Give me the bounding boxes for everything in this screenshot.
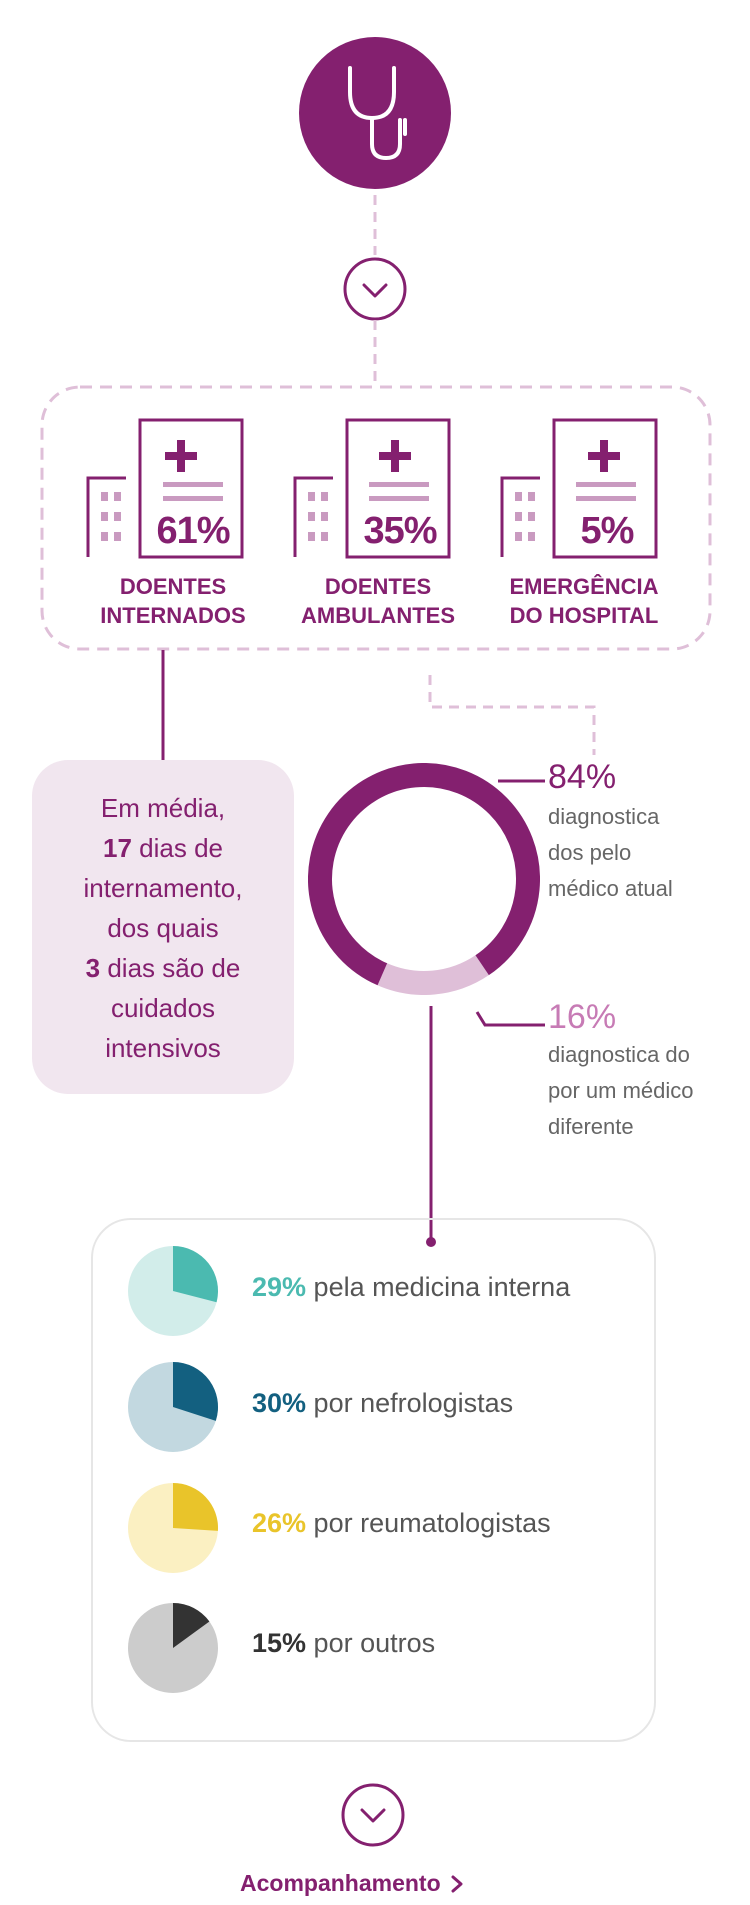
- donut-segment-current-doctor: [308, 763, 540, 986]
- stethoscope-icon: [348, 66, 407, 160]
- hospital-label-line: INTERNADOS: [100, 603, 246, 628]
- specialty-row-others: 15% por outros: [252, 1628, 435, 1659]
- stethoscope-icon-bg: [299, 37, 451, 189]
- stay-line: Em média,: [100, 793, 226, 823]
- donut-segment-other-doctor: [377, 955, 489, 995]
- stay-line-text: dias de: [131, 833, 223, 863]
- hospital-label-line: DO HOSPITAL: [509, 603, 659, 628]
- pie-nephrology: [128, 1362, 219, 1452]
- pie-slice: [173, 1246, 219, 1303]
- diagnosis-desc-line: dos pelo: [548, 840, 632, 865]
- pie-others: [128, 1603, 218, 1693]
- specialty-pct: 30%: [252, 1388, 307, 1418]
- followup-label: Acompanhamento: [240, 1870, 441, 1896]
- followup-link[interactable]: Acompanhamento: [240, 1870, 465, 1897]
- stay-line: 17 dias de: [32, 828, 294, 868]
- specialty-label: por nefrologistas: [306, 1388, 514, 1418]
- hospital-group-box: [40, 385, 712, 651]
- pie-internal-medicine: [128, 1246, 219, 1336]
- hospital-icon: [293, 418, 451, 559]
- specialty-pct: 26%: [252, 1508, 307, 1538]
- specialty-pct: 15%: [252, 1628, 307, 1658]
- diagnosis-desc-line: diagnostica: [548, 804, 660, 829]
- stay-line: internamento,: [83, 873, 243, 903]
- hospital-stay-text: Em média, 17 dias de internamento, dos q…: [32, 788, 294, 1068]
- hospital-label-outpatients: DOENTES AMBULANTES: [278, 572, 478, 630]
- specialty-row-internal-medicine: 29% pela medicina interna: [252, 1272, 570, 1303]
- specialty-label: por outros: [306, 1628, 436, 1658]
- specialty-label: por reumatologistas: [306, 1508, 551, 1538]
- specialty-pct: 29%: [252, 1272, 307, 1302]
- stay-line: cuidados: [110, 993, 216, 1023]
- hospital-icon: [500, 418, 658, 559]
- pie-slice: [173, 1483, 218, 1531]
- specialties-box: [91, 1218, 656, 1742]
- diagnosis-current-pct: 84%: [548, 758, 617, 796]
- stay-line: dos quais: [107, 913, 219, 943]
- stay-days-number: 17: [103, 833, 132, 863]
- hospital-icon: [86, 418, 244, 559]
- pie-slice: [173, 1603, 210, 1648]
- hospital-pct-emergency: 5%: [580, 510, 635, 552]
- specialty-row-rheumatology: 26% por reumatologistas: [252, 1508, 551, 1539]
- pie-rheumatology: [128, 1483, 218, 1573]
- hospital-label-line: EMERGÊNCIA: [509, 574, 659, 599]
- stay-line: 3 dias são de: [32, 948, 294, 988]
- chevron-down-icon: [343, 257, 407, 321]
- hospital-label-line: DOENTES: [324, 574, 432, 599]
- diagnosis-other-pct: 16%: [548, 998, 617, 1036]
- hospital-label-line: AMBULANTES: [301, 603, 455, 628]
- hospital-label-emergency: EMERGÊNCIA DO HOSPITAL: [484, 572, 684, 630]
- diagnosis-other-desc: diagnostica do por um médico diferente: [548, 1037, 738, 1145]
- chevron-right-icon: [451, 1875, 463, 1892]
- diagnosis-desc-line: por um médico: [548, 1078, 694, 1103]
- hospital-pct-inpatients: 61%: [156, 510, 230, 552]
- specialty-row-nephrology: 30% por nefrologistas: [252, 1388, 513, 1419]
- pie-slice: [173, 1362, 219, 1421]
- diagnosis-desc-line: diagnostica do: [548, 1042, 690, 1067]
- chevron-down-icon: [341, 1783, 405, 1847]
- diagnosis-donut-chart: [308, 763, 540, 995]
- stay-line-text: dias são de: [100, 953, 241, 983]
- specialty-label: pela medicina interna: [306, 1272, 571, 1302]
- hospital-label-inpatients: DOENTES INTERNADOS: [73, 572, 273, 630]
- stay-line: intensivos: [105, 1033, 221, 1063]
- stay-icu-days-number: 3: [85, 953, 101, 983]
- hospital-label-line: DOENTES: [119, 574, 227, 599]
- hospital-stay-box: Em média, 17 dias de internamento, dos q…: [32, 760, 294, 1094]
- diagnosis-desc-line: diferente: [548, 1114, 634, 1139]
- diagnosis-current-desc: diagnostica dos pelo médico atual: [548, 799, 738, 907]
- diagnosis-desc-line: médico atual: [548, 876, 673, 901]
- hospital-pct-outpatients: 35%: [363, 510, 437, 552]
